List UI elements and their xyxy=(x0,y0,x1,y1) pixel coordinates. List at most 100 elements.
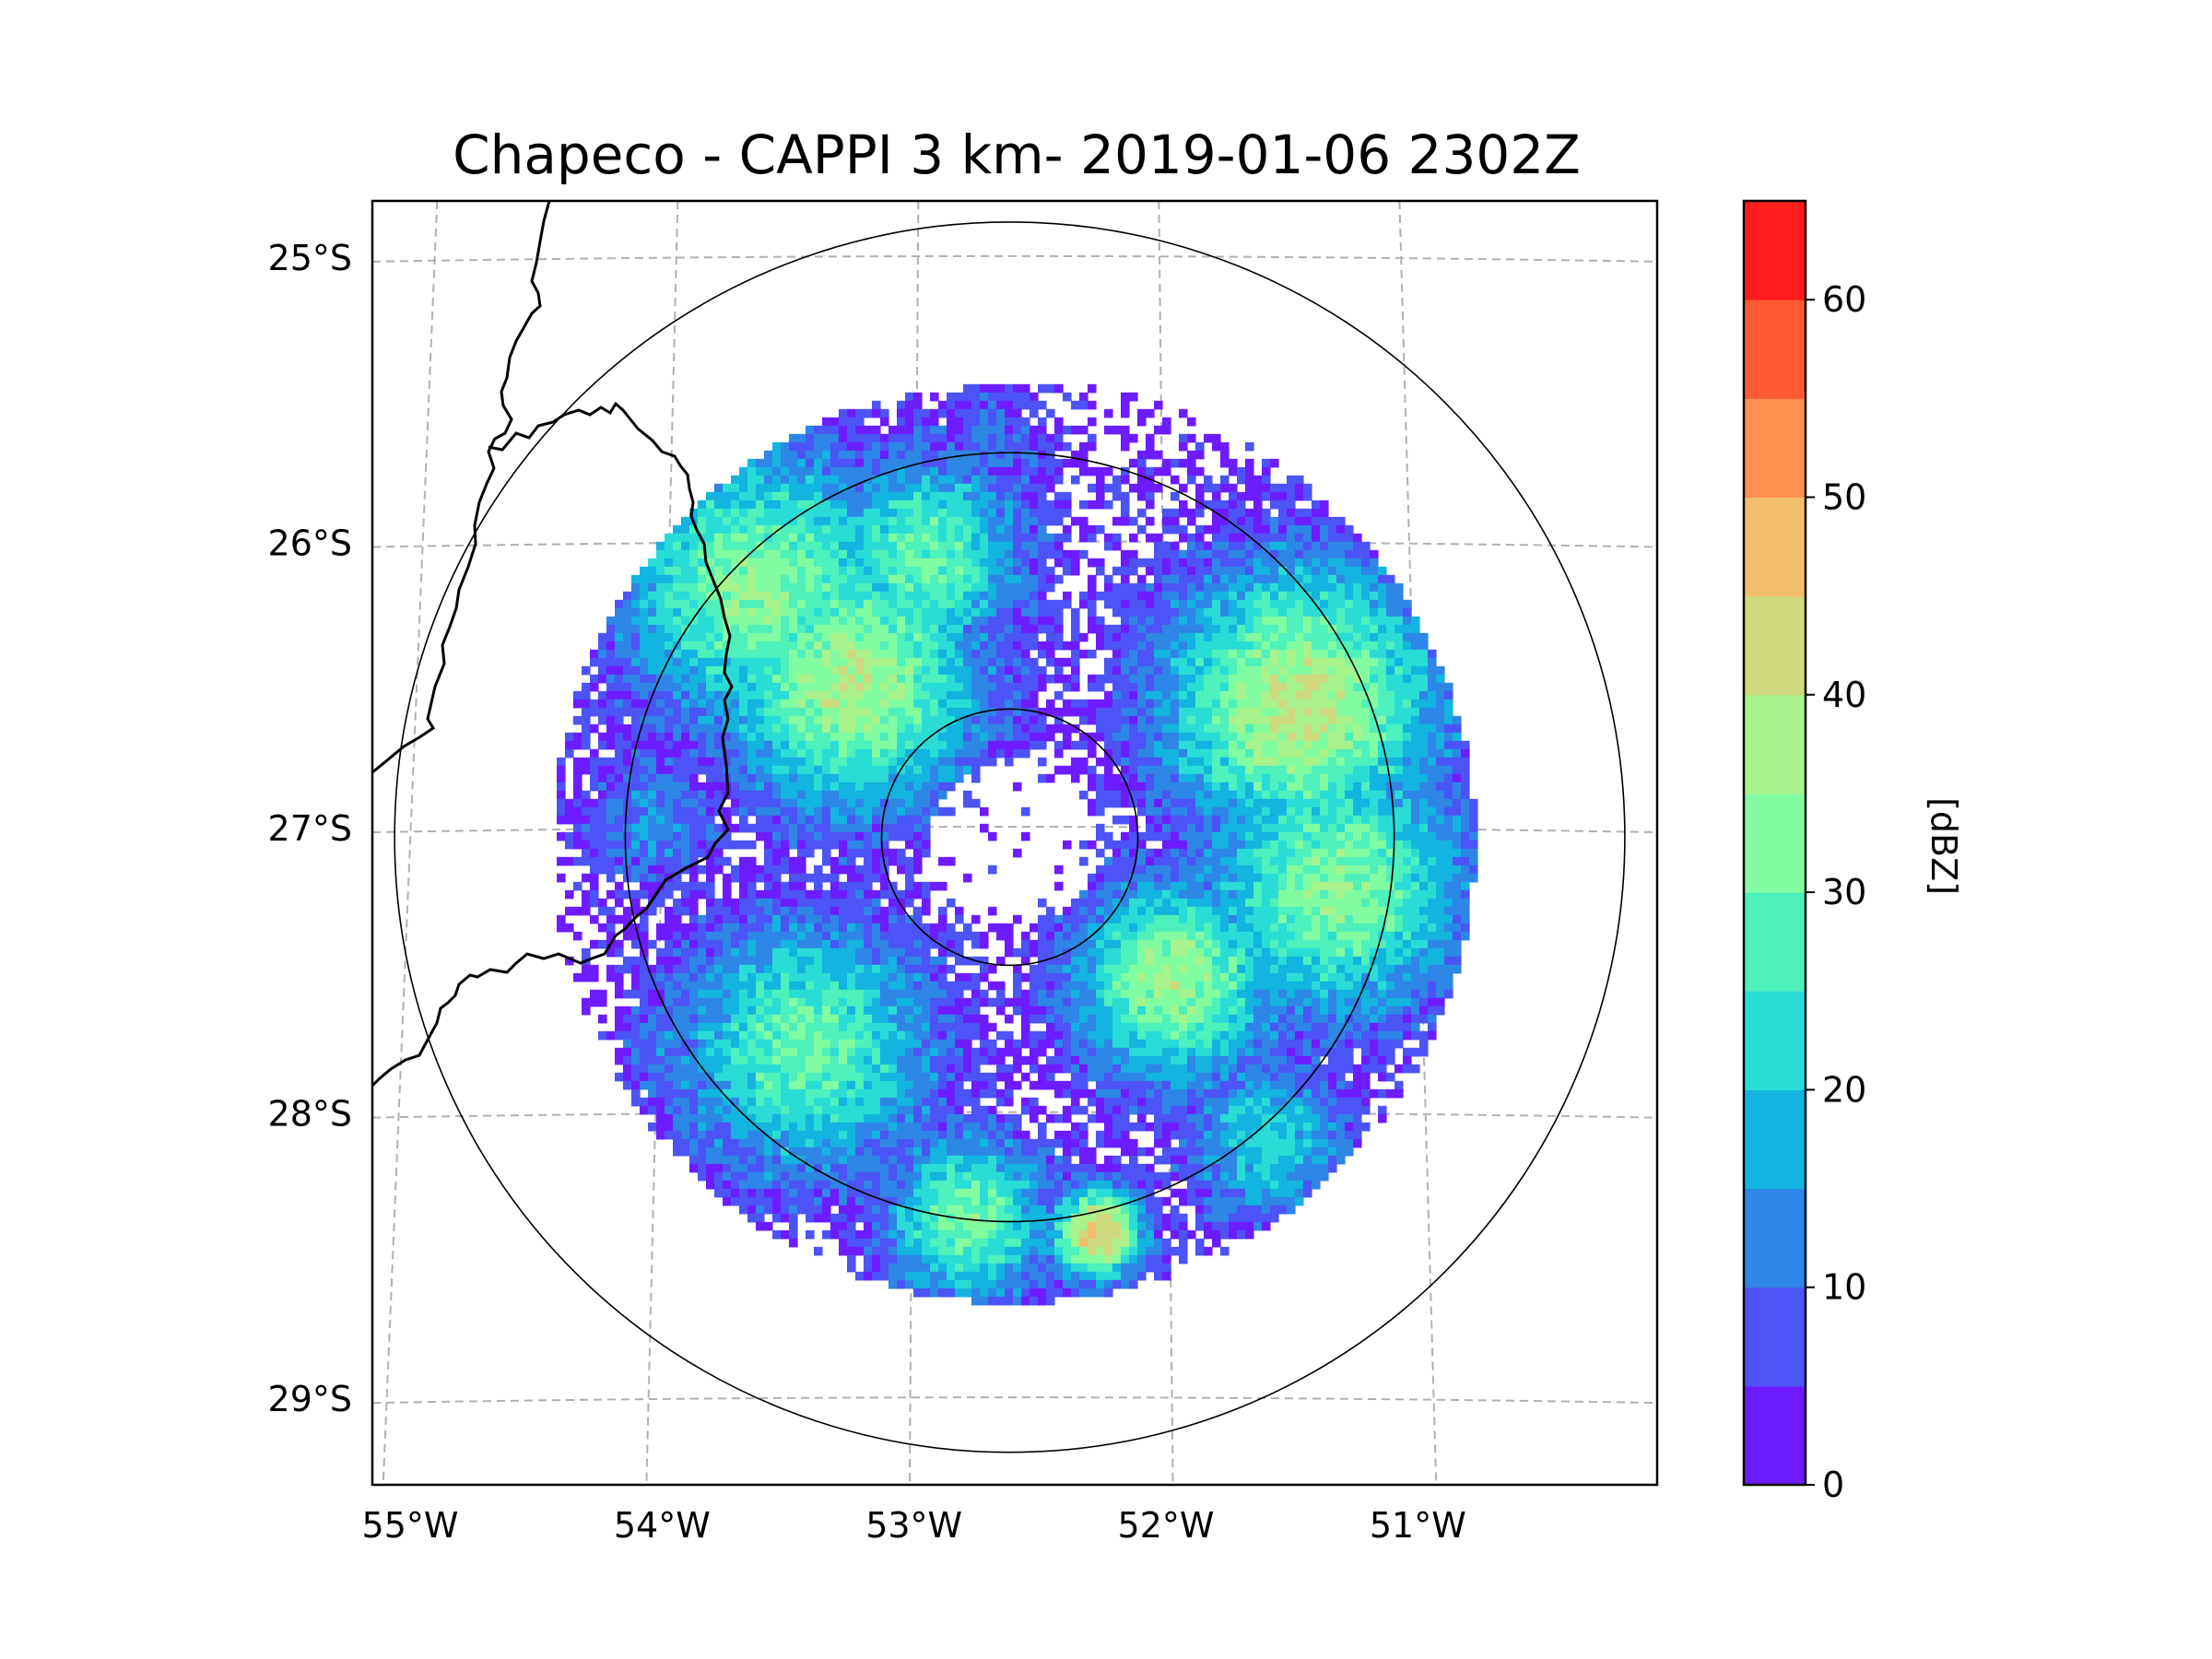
echo-cell xyxy=(980,558,989,568)
echo-cell xyxy=(880,889,889,900)
echo-cell xyxy=(822,665,831,676)
echo-cell xyxy=(1370,715,1379,725)
echo-cell xyxy=(640,856,649,866)
echo-cell xyxy=(1121,433,1130,443)
echo-cell xyxy=(1229,757,1238,767)
echo-cell xyxy=(1171,524,1180,535)
echo-cell xyxy=(789,433,798,443)
echo-cell xyxy=(1162,599,1171,609)
echo-cell xyxy=(814,616,823,626)
echo-cell xyxy=(1171,823,1180,833)
echo-cell xyxy=(996,425,1006,435)
echo-cell xyxy=(1005,657,1014,667)
echo-cell xyxy=(1071,516,1080,526)
echo-cell xyxy=(888,649,898,659)
echo-cell xyxy=(706,541,715,551)
echo-cell xyxy=(839,856,848,866)
echo-cell xyxy=(656,690,665,700)
echo-cell xyxy=(855,806,865,817)
echo-cell xyxy=(905,641,914,651)
echo-cell xyxy=(1278,582,1288,593)
echo-cell xyxy=(814,682,823,692)
echo-cell xyxy=(888,433,898,443)
echo-cell xyxy=(955,748,964,759)
echo-cell xyxy=(1063,699,1072,709)
echo-cell xyxy=(872,889,881,900)
echo-cell xyxy=(1444,823,1453,833)
echo-cell xyxy=(1195,641,1205,651)
echo-cell xyxy=(1220,699,1230,709)
echo-cell xyxy=(1187,765,1196,775)
echo-cell xyxy=(739,566,748,576)
echo-cell xyxy=(747,889,757,900)
echo-cell xyxy=(772,707,782,717)
echo-cell xyxy=(1461,881,1470,891)
echo-cell xyxy=(689,682,699,692)
echo-cell xyxy=(864,682,873,692)
echo-cell xyxy=(1195,715,1205,725)
echo-cell xyxy=(590,649,599,659)
echo-cell xyxy=(1361,641,1371,651)
echo-cell xyxy=(839,466,848,477)
echo-cell xyxy=(1146,533,1155,543)
echo-cell xyxy=(656,607,665,618)
echo-cell xyxy=(1270,806,1279,817)
echo-cell xyxy=(1179,599,1188,609)
echo-cell xyxy=(706,657,715,667)
echo-cell xyxy=(1295,782,1304,792)
echo-cell xyxy=(814,699,823,709)
echo-cell xyxy=(814,765,823,775)
echo-cell xyxy=(1353,616,1362,626)
echo-cell xyxy=(1071,458,1080,468)
echo-cell xyxy=(830,607,840,618)
echo-cell xyxy=(955,665,964,676)
echo-cell xyxy=(1212,773,1221,783)
echo-cell xyxy=(806,690,815,700)
echo-cell xyxy=(1370,782,1379,792)
echo-cell xyxy=(1212,806,1221,817)
echo-cell xyxy=(1345,831,1354,841)
echo-cell xyxy=(1336,806,1346,817)
echo-cell xyxy=(880,433,889,443)
echo-cell xyxy=(897,757,906,767)
echo-cell xyxy=(872,616,881,626)
echo-cell xyxy=(905,466,914,477)
echo-cell xyxy=(1320,732,1329,742)
echo-cell xyxy=(822,840,831,850)
echo-cell xyxy=(1162,558,1171,568)
echo-cell xyxy=(1146,641,1155,651)
echo-cell xyxy=(573,831,582,841)
echo-cell xyxy=(1021,599,1030,609)
echo-cell xyxy=(1378,674,1387,684)
echo-cell xyxy=(1154,450,1163,460)
echo-cell xyxy=(1295,748,1304,759)
echo-cell xyxy=(1361,599,1371,609)
echo-cell xyxy=(1287,508,1296,518)
echo-cell xyxy=(1361,657,1371,667)
echo-cell xyxy=(880,690,889,700)
echo-cell xyxy=(673,632,682,642)
echo-cell xyxy=(1013,392,1022,402)
echo-cell xyxy=(1162,823,1171,833)
echo-cell xyxy=(764,898,773,908)
echo-cell xyxy=(1328,674,1337,684)
echo-cell xyxy=(1320,649,1329,659)
echo-cell xyxy=(980,657,989,667)
echo-cell xyxy=(648,682,657,692)
echo-cell xyxy=(1270,458,1279,468)
echo-cell xyxy=(673,574,682,584)
echo-cell xyxy=(1013,516,1022,526)
echo-cell xyxy=(1005,574,1014,584)
echo-cell xyxy=(980,441,989,452)
echo-cell xyxy=(582,848,591,858)
echo-cell xyxy=(648,889,657,900)
echo-cell xyxy=(1262,782,1271,792)
echo-cell xyxy=(905,748,914,759)
echo-cell xyxy=(565,815,574,825)
echo-cell xyxy=(1046,707,1055,717)
echo-cell xyxy=(847,433,856,443)
echo-cell xyxy=(922,574,931,584)
echo-cell xyxy=(806,433,815,443)
echo-cell xyxy=(922,458,931,468)
echo-cell xyxy=(938,773,947,783)
